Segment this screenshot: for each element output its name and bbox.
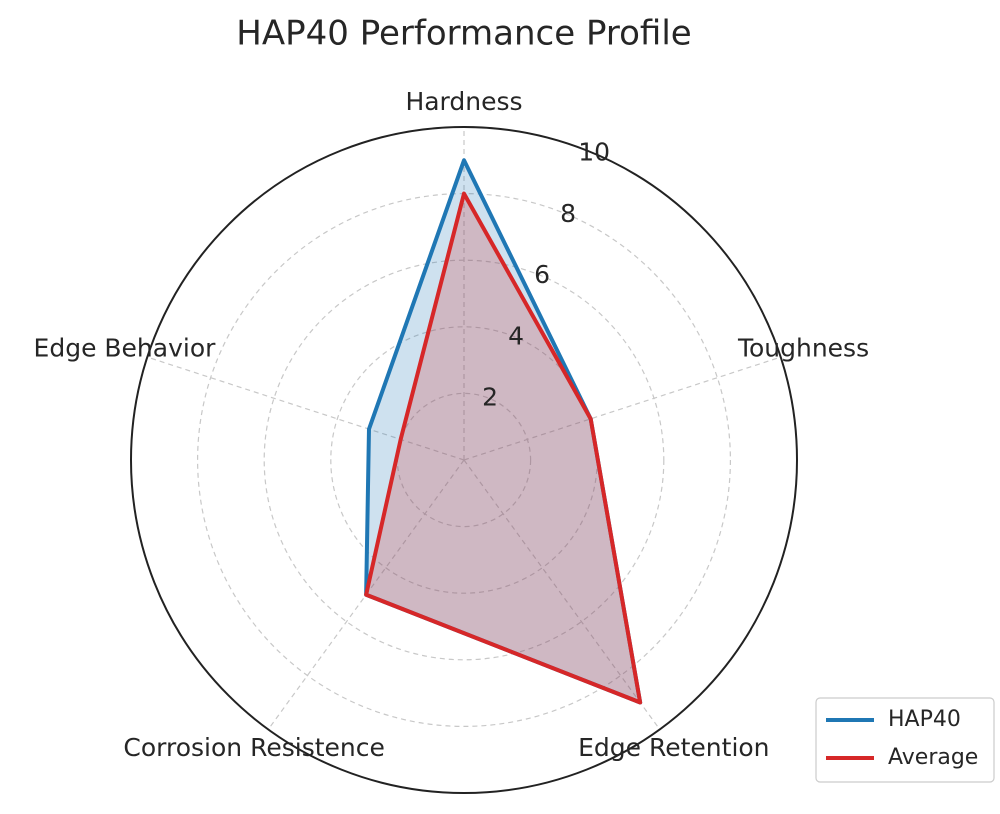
- category-label: Hardness: [405, 87, 522, 116]
- legend-label: HAP40: [888, 707, 961, 732]
- spoke: [463, 356, 781, 461]
- series-area: [366, 160, 641, 703]
- radial-tick-label: 8: [560, 199, 576, 228]
- series-line: [364, 191, 643, 705]
- spoke: [147, 356, 465, 461]
- category-label: Corrosion Resistence: [123, 733, 384, 762]
- chart-title: HAP40 Performance Profile: [236, 14, 691, 54]
- outer-circle: [130, 126, 798, 794]
- radial-tick-label: 2: [482, 383, 498, 412]
- radial-tick-label: 6: [534, 260, 550, 289]
- radial-tick-label: 4: [508, 321, 524, 350]
- legend: HAP40 Average: [815, 697, 995, 783]
- category-label: Toughness: [737, 334, 869, 363]
- radial-tick-label: 10: [578, 137, 610, 166]
- series-area: [366, 193, 641, 703]
- legend-label: Average: [888, 745, 978, 770]
- category-label: Edge Behavior: [34, 334, 217, 363]
- grid-circle: [263, 259, 665, 661]
- category-label: Edge Retention: [578, 733, 769, 762]
- spoke: [463, 459, 661, 730]
